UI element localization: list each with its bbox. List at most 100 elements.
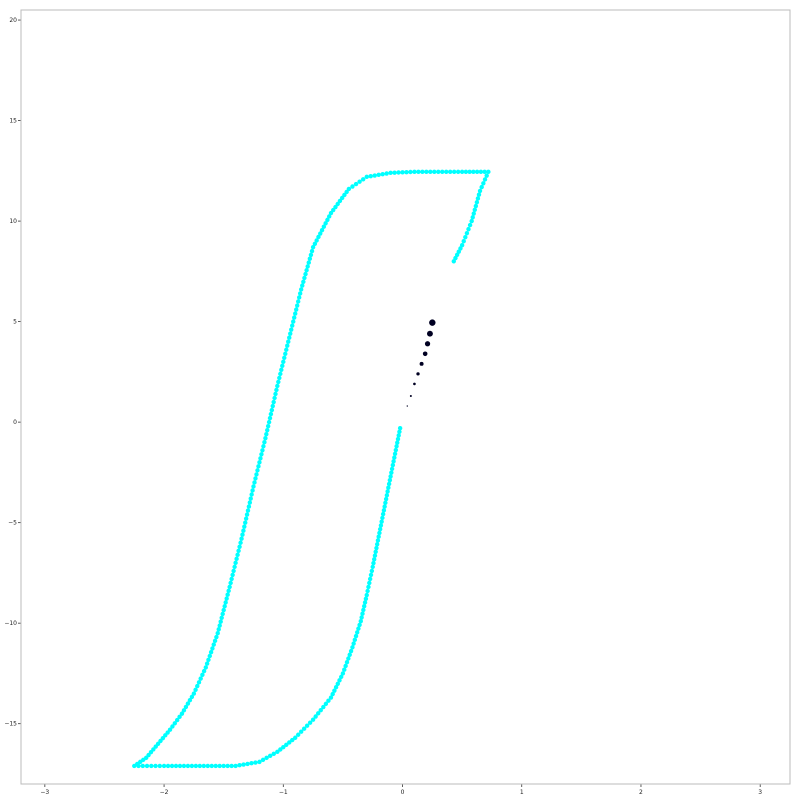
data-point <box>328 695 334 700</box>
data-point <box>288 331 293 336</box>
data-point <box>217 623 222 628</box>
data-point <box>360 611 365 616</box>
data-point <box>215 631 220 636</box>
data-point <box>195 683 200 689</box>
data-point <box>455 169 461 175</box>
data-point <box>376 172 381 178</box>
data-point <box>310 717 316 722</box>
data-point <box>360 177 366 182</box>
data-point <box>224 596 229 601</box>
trail-marker <box>416 372 420 376</box>
data-point <box>395 436 401 442</box>
data-point <box>189 694 195 700</box>
data-point <box>179 711 185 716</box>
data-point <box>364 174 369 180</box>
data-point <box>386 485 391 490</box>
data-point <box>390 462 396 468</box>
data-point <box>304 268 309 273</box>
data-point <box>473 203 479 209</box>
data-point <box>191 691 197 696</box>
data-point <box>276 379 281 385</box>
data-point <box>230 572 235 578</box>
data-point <box>293 735 298 740</box>
data-point <box>396 433 401 438</box>
data-point <box>436 169 441 175</box>
data-point <box>253 476 258 481</box>
data-point <box>216 627 221 632</box>
data-point <box>170 724 175 729</box>
data-point <box>392 451 398 456</box>
y-tick-label: 10 <box>9 218 17 225</box>
data-point <box>382 504 387 509</box>
data-point <box>373 549 378 554</box>
data-point <box>245 508 251 513</box>
data-point <box>212 638 218 644</box>
data-point <box>346 186 352 192</box>
data-point <box>389 470 394 475</box>
data-point <box>342 667 347 672</box>
data-point <box>223 600 228 605</box>
x-tick-label: 0 <box>401 789 405 796</box>
data-point <box>381 508 387 513</box>
data-point <box>183 704 189 710</box>
data-point <box>173 763 179 769</box>
data-point <box>280 363 285 369</box>
data-point <box>267 753 273 759</box>
data-point <box>313 714 318 719</box>
data-point <box>203 665 208 670</box>
data-point <box>469 218 474 224</box>
data-point <box>264 755 269 761</box>
data-point <box>332 688 337 693</box>
data-point <box>316 234 321 240</box>
data-point <box>243 520 248 525</box>
data-point <box>267 415 273 421</box>
data-point <box>279 367 284 373</box>
data-point <box>295 299 301 304</box>
data-point <box>371 560 376 566</box>
data-point <box>165 763 171 769</box>
data-point <box>185 701 191 706</box>
data-point <box>227 584 232 590</box>
data-point <box>153 763 158 769</box>
data-point <box>222 604 227 609</box>
data-point <box>229 576 234 582</box>
data-point <box>298 287 304 292</box>
data-point <box>387 477 393 483</box>
data-point <box>384 171 389 176</box>
data-point <box>247 500 253 505</box>
data-point <box>241 762 246 767</box>
data-point <box>157 763 163 769</box>
data-point <box>482 177 488 182</box>
data-point <box>478 169 484 175</box>
data-point <box>346 656 351 661</box>
data-point <box>479 184 484 190</box>
data-point <box>144 763 150 769</box>
data-point <box>333 204 338 210</box>
data-point <box>486 169 491 175</box>
data-point <box>331 207 336 213</box>
data-point <box>366 584 371 590</box>
data-point <box>464 230 470 236</box>
data-point <box>470 215 475 220</box>
data-point <box>364 592 369 598</box>
data-point <box>295 303 300 308</box>
data-point <box>281 359 286 365</box>
data-point <box>252 480 257 485</box>
data-point <box>272 395 277 401</box>
data-point <box>383 500 388 505</box>
data-point <box>408 169 413 175</box>
data-point <box>357 179 362 184</box>
data-point <box>377 526 383 532</box>
data-point <box>225 592 230 597</box>
data-point <box>323 701 329 707</box>
data-point <box>305 264 310 269</box>
data-point <box>370 564 375 570</box>
data-point <box>169 763 175 769</box>
data-point <box>369 568 375 574</box>
data-point <box>260 448 265 453</box>
data-point <box>344 660 350 665</box>
data-point <box>237 763 242 768</box>
y-tick-label: −5 <box>8 520 17 527</box>
data-point <box>293 311 298 316</box>
